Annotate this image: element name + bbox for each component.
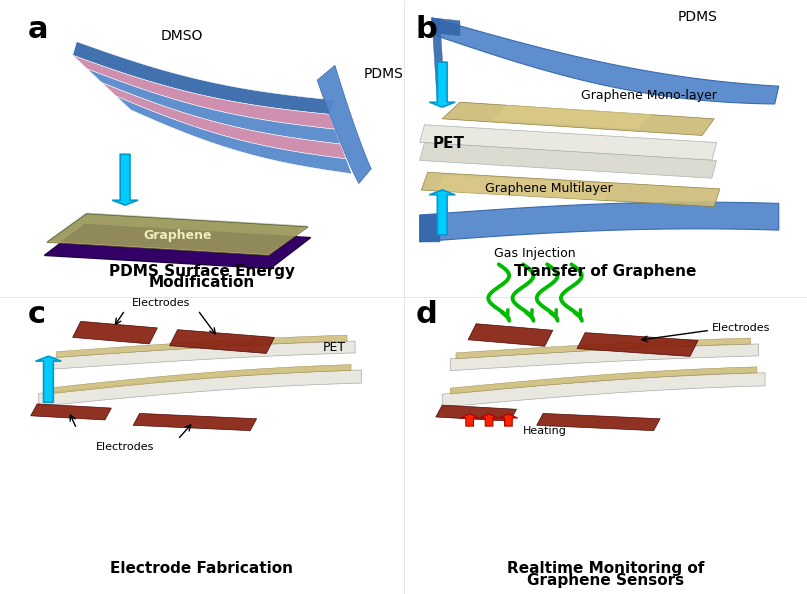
Polygon shape: [420, 143, 717, 178]
Polygon shape: [31, 404, 111, 420]
Polygon shape: [56, 335, 347, 358]
Text: PET: PET: [323, 341, 346, 354]
Polygon shape: [450, 344, 759, 371]
Polygon shape: [436, 405, 516, 421]
Polygon shape: [73, 55, 335, 129]
Text: a: a: [28, 15, 48, 44]
Polygon shape: [442, 373, 765, 407]
Text: Graphene Sensors: Graphene Sensors: [527, 573, 684, 588]
Text: PET: PET: [433, 136, 465, 151]
Text: Electrode Fabrication: Electrode Fabrication: [111, 561, 293, 576]
Text: b: b: [416, 15, 437, 44]
Polygon shape: [39, 370, 362, 406]
Polygon shape: [432, 18, 445, 107]
Polygon shape: [492, 105, 652, 129]
Polygon shape: [421, 172, 720, 207]
Polygon shape: [436, 175, 613, 200]
Polygon shape: [44, 225, 311, 268]
Polygon shape: [442, 102, 714, 135]
Polygon shape: [432, 18, 779, 104]
Polygon shape: [47, 214, 308, 255]
Polygon shape: [73, 321, 157, 344]
Polygon shape: [47, 213, 308, 254]
Text: Modification: Modification: [148, 275, 255, 290]
Polygon shape: [87, 69, 341, 144]
Polygon shape: [420, 215, 440, 242]
Text: Graphene Mono-layer: Graphene Mono-layer: [581, 89, 717, 102]
Text: Graphene Multilayer: Graphene Multilayer: [485, 182, 613, 195]
Polygon shape: [48, 341, 355, 369]
Text: PDMS: PDMS: [363, 67, 403, 81]
Polygon shape: [420, 125, 717, 160]
Polygon shape: [577, 333, 698, 356]
Polygon shape: [116, 96, 352, 174]
Polygon shape: [73, 42, 335, 115]
Polygon shape: [133, 413, 257, 431]
Text: d: d: [416, 300, 437, 329]
Text: Realtime Monitoring of: Realtime Monitoring of: [507, 561, 704, 576]
Polygon shape: [537, 413, 660, 431]
Polygon shape: [169, 330, 274, 353]
Text: Electrodes: Electrodes: [96, 442, 154, 452]
Text: PDMS Surface Energy: PDMS Surface Energy: [109, 264, 295, 279]
Polygon shape: [450, 367, 757, 394]
Text: PDMS: PDMS: [678, 10, 717, 24]
Polygon shape: [317, 65, 371, 184]
Polygon shape: [48, 365, 351, 394]
Text: Transfer of Graphene: Transfer of Graphene: [514, 264, 696, 279]
Text: Gas Injection: Gas Injection: [494, 247, 576, 260]
Text: Graphene: Graphene: [144, 229, 211, 242]
Text: Electrodes: Electrodes: [712, 324, 770, 333]
Polygon shape: [102, 83, 346, 159]
Polygon shape: [432, 18, 460, 36]
Polygon shape: [420, 202, 779, 242]
Text: c: c: [28, 300, 46, 329]
Text: Electrodes: Electrodes: [132, 298, 190, 308]
Polygon shape: [456, 338, 751, 359]
Polygon shape: [468, 324, 553, 346]
Text: Heating: Heating: [523, 426, 567, 436]
Text: DMSO: DMSO: [161, 29, 203, 43]
